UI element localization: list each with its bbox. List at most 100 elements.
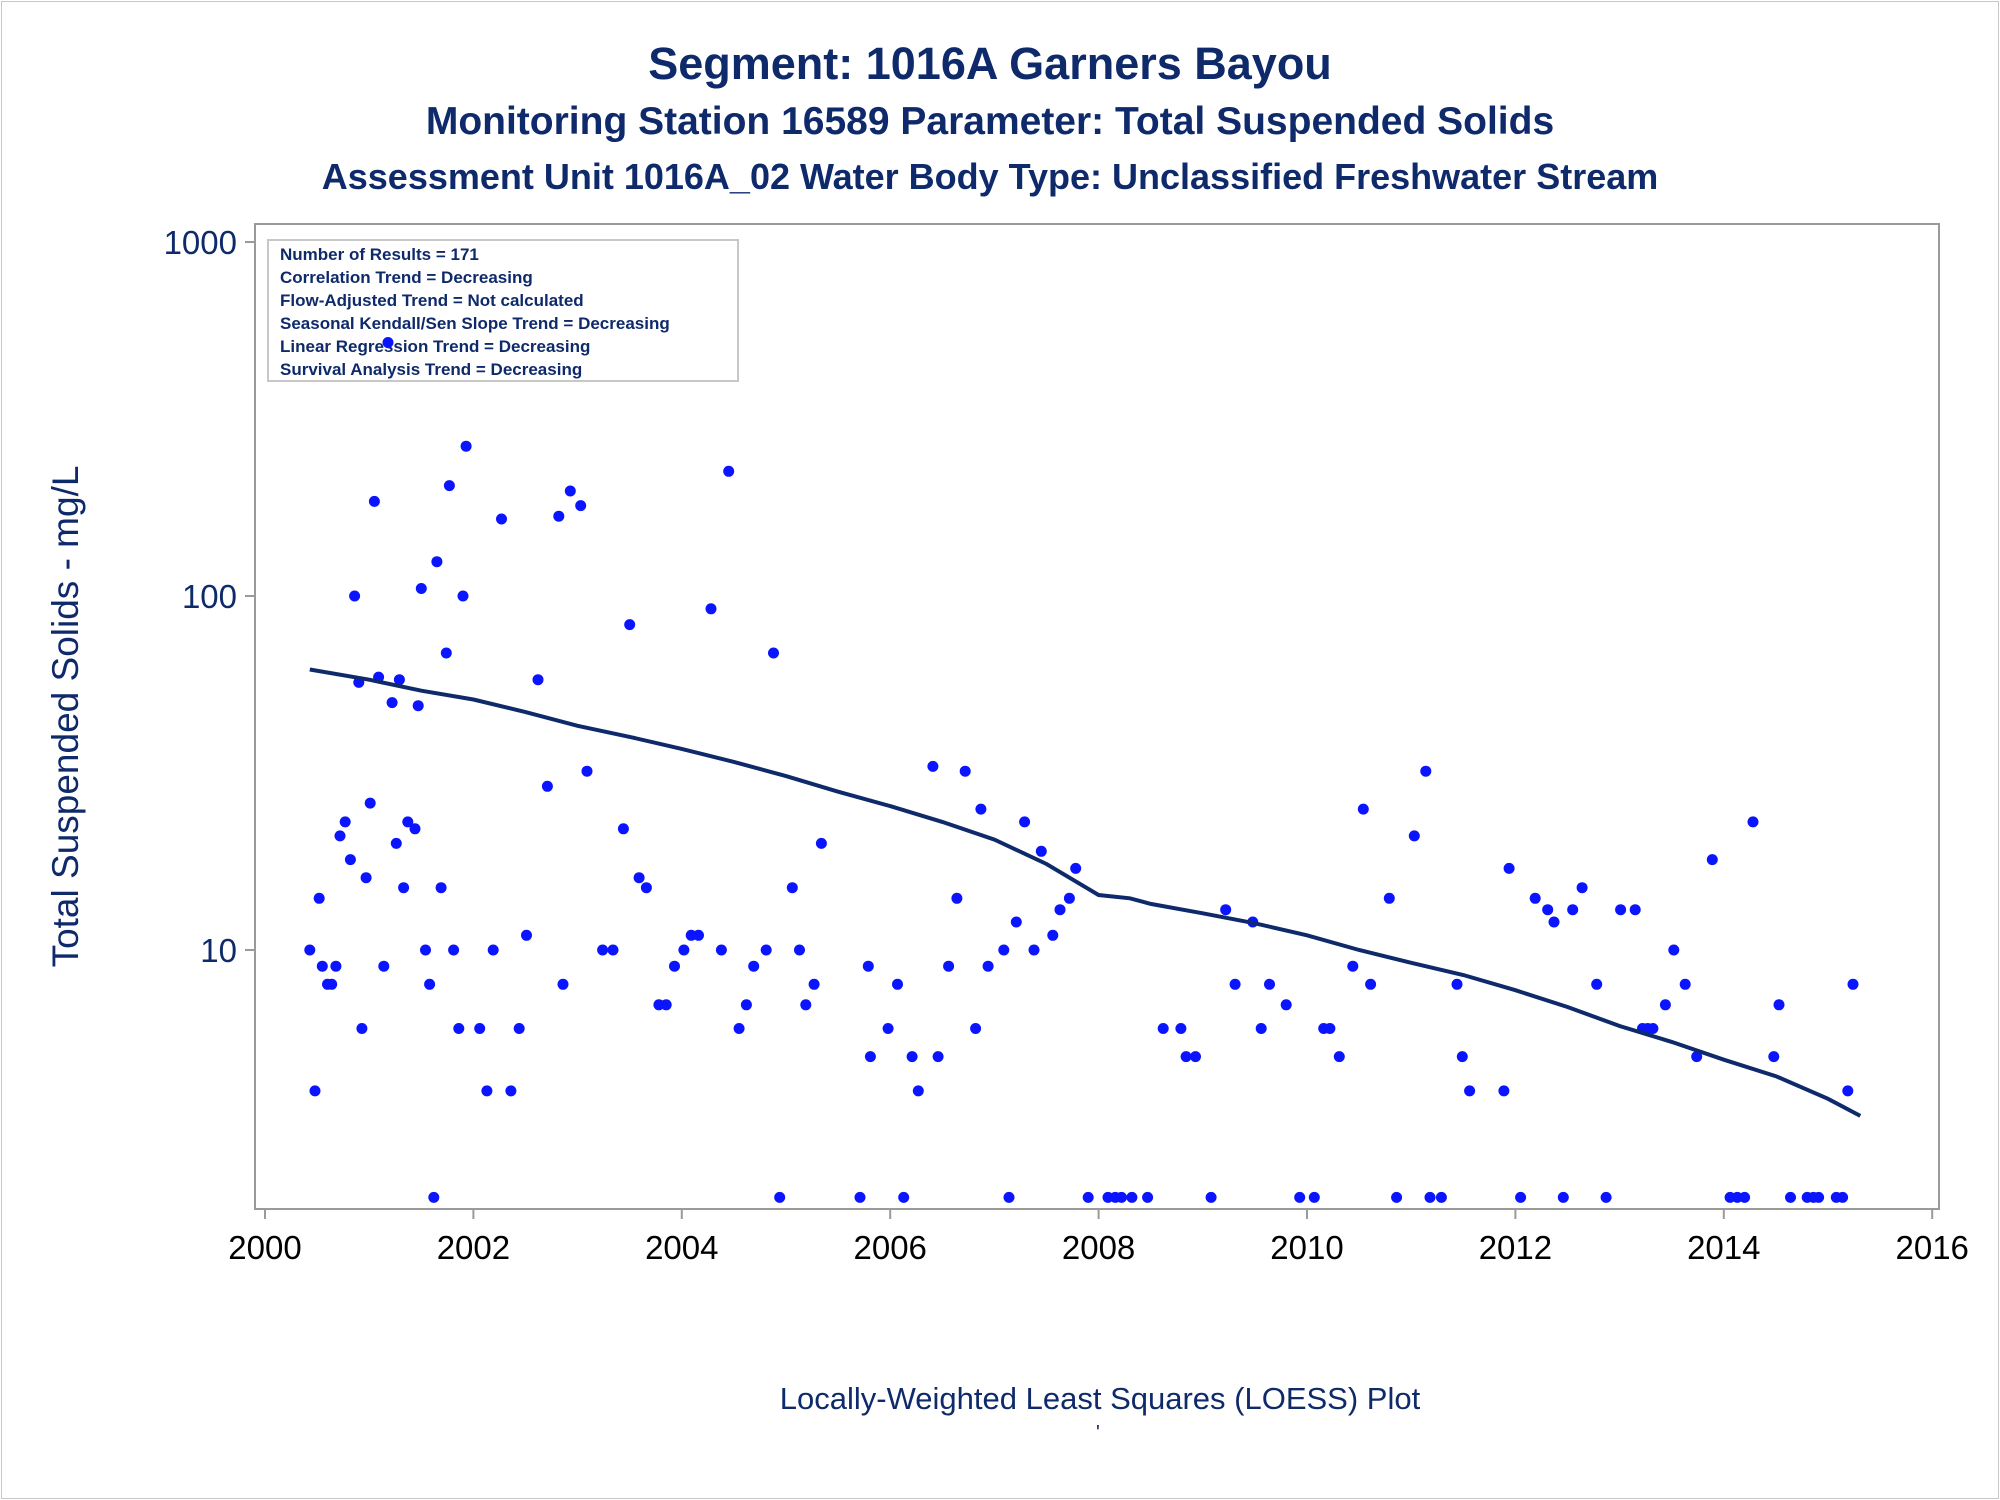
data-point <box>553 510 565 522</box>
data-point <box>496 513 507 525</box>
data-point <box>1451 978 1463 990</box>
data-point <box>693 929 704 941</box>
data-point <box>330 960 342 972</box>
data-point <box>932 1051 944 1063</box>
data-point <box>1347 960 1359 972</box>
stats-line: Correlation Trend = Decreasing <box>280 268 533 287</box>
data-point <box>513 1023 525 1034</box>
data-point <box>1847 978 1859 990</box>
data-point <box>1739 1191 1751 1203</box>
x-tick-label: 2006 <box>853 1229 926 1266</box>
data-point <box>862 960 874 972</box>
data-point <box>1615 904 1627 916</box>
data-point <box>440 647 452 659</box>
x-tick-label: 2002 <box>437 1229 510 1266</box>
data-point <box>1063 892 1075 904</box>
data-point <box>733 1023 745 1034</box>
data-point <box>970 1023 982 1034</box>
data-point <box>1333 1051 1345 1063</box>
data-point <box>1557 1191 1569 1203</box>
data-point <box>443 480 455 492</box>
data-point <box>1070 862 1082 874</box>
data-point <box>398 882 410 894</box>
data-point <box>1054 904 1066 916</box>
chart-subtitle: Monitoring Station 16589 Parameter: Tota… <box>425 100 1555 143</box>
data-point <box>420 944 431 956</box>
data-point <box>435 882 447 894</box>
data-point <box>1408 830 1420 842</box>
data-point <box>1747 816 1759 828</box>
data-point <box>1456 1051 1468 1063</box>
data-point <box>774 1191 786 1203</box>
data-point <box>597 944 609 956</box>
data-point <box>1542 904 1554 916</box>
data-point <box>982 960 994 972</box>
data-point <box>1813 1191 1825 1203</box>
data-point <box>1280 999 1292 1011</box>
data-point <box>378 960 390 972</box>
data-point <box>723 465 735 477</box>
y-tick-label: 1000 <box>164 224 237 261</box>
data-point <box>633 872 645 884</box>
data-point <box>431 556 443 568</box>
data-point <box>1047 929 1059 941</box>
data-point <box>326 978 338 990</box>
data-point <box>1576 882 1588 894</box>
stats-line: Seasonal Kendall/Sen Slope Trend = Decre… <box>280 314 670 333</box>
data-point <box>1420 765 1432 777</box>
data-point <box>564 485 576 497</box>
data-point <box>1126 1191 1138 1203</box>
data-point <box>607 944 619 956</box>
data-point <box>316 960 328 972</box>
data-point <box>1837 1191 1849 1203</box>
x-tick-label: 2012 <box>1479 1229 1552 1266</box>
data-point <box>304 944 316 956</box>
data-point <box>998 944 1010 956</box>
data-point <box>1659 999 1671 1011</box>
data-point <box>412 700 424 712</box>
data-point <box>1503 862 1515 874</box>
y-axis: 10 100 1000 <box>164 224 255 969</box>
data-point <box>1548 916 1560 928</box>
data-point <box>532 674 544 686</box>
data-point <box>344 854 356 866</box>
data-point <box>1142 1191 1154 1203</box>
data-point <box>1116 1191 1127 1203</box>
data-point <box>428 1191 440 1203</box>
data-point <box>309 1085 321 1097</box>
data-point <box>424 978 436 990</box>
loess-line <box>309 667 1862 1118</box>
data-point <box>760 944 772 956</box>
data-point <box>1180 1051 1192 1063</box>
data-point <box>882 1023 894 1034</box>
data-point <box>1383 892 1395 904</box>
data-point <box>1205 1191 1217 1203</box>
scatter-series <box>304 337 1859 1203</box>
data-point <box>1600 1191 1612 1203</box>
data-point <box>487 944 499 956</box>
stats-line: Survival Analysis Trend = Decreasing <box>280 360 582 379</box>
data-point <box>927 760 939 772</box>
data-point <box>393 674 405 686</box>
data-point <box>1294 1191 1306 1203</box>
data-point <box>1668 944 1680 956</box>
data-point <box>1365 978 1377 990</box>
stats-line: Number of Results = 171 <box>280 245 479 264</box>
data-point <box>1629 904 1641 916</box>
data-point <box>624 619 636 631</box>
data-point <box>313 892 325 904</box>
data-point <box>339 816 351 828</box>
data-point <box>906 1051 918 1063</box>
data-point <box>1515 1191 1527 1203</box>
data-point <box>1220 904 1232 916</box>
data-point <box>1498 1085 1510 1097</box>
data-point <box>1424 1191 1436 1203</box>
data-point <box>943 960 955 972</box>
data-point <box>1679 978 1691 990</box>
stats-line: Linear Regression Trend = Decreasing <box>280 337 590 356</box>
chart-footnote: Locally-Weighted Least Squares (LOESS) P… <box>779 1381 1421 1416</box>
x-tick-label: 2010 <box>1270 1229 1343 1266</box>
data-point <box>474 1023 486 1034</box>
